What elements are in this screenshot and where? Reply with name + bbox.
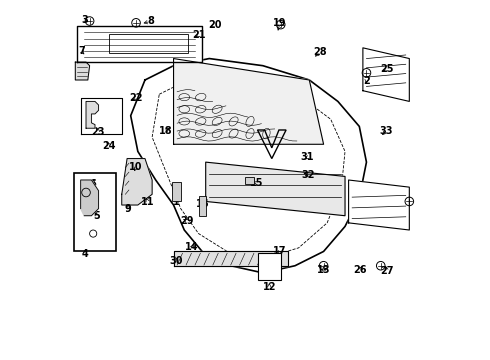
Polygon shape xyxy=(86,102,98,128)
Polygon shape xyxy=(131,59,367,273)
Text: 19: 19 xyxy=(273,18,287,28)
Text: 27: 27 xyxy=(380,266,393,276)
Polygon shape xyxy=(206,162,345,216)
Bar xyxy=(109,33,188,53)
Text: 32: 32 xyxy=(302,170,316,180)
Text: 23: 23 xyxy=(91,127,104,137)
Text: 14: 14 xyxy=(185,242,199,252)
Text: 11: 11 xyxy=(141,197,154,207)
Text: 31: 31 xyxy=(301,153,314,162)
Text: 7: 7 xyxy=(78,46,85,56)
Text: 12: 12 xyxy=(263,282,276,292)
Text: 10: 10 xyxy=(129,162,143,172)
Text: 18: 18 xyxy=(159,126,172,136)
Text: 3: 3 xyxy=(82,15,88,25)
Bar xyxy=(245,177,254,184)
Text: 21: 21 xyxy=(193,30,206,40)
Text: 15: 15 xyxy=(250,178,263,188)
Polygon shape xyxy=(348,180,409,230)
Polygon shape xyxy=(363,48,409,102)
Polygon shape xyxy=(173,59,323,144)
Text: 17: 17 xyxy=(273,247,287,256)
Polygon shape xyxy=(75,62,90,80)
Text: 9: 9 xyxy=(124,203,131,213)
Text: 1: 1 xyxy=(173,197,180,207)
Text: 4: 4 xyxy=(82,249,88,258)
Text: 24: 24 xyxy=(102,141,116,151)
Polygon shape xyxy=(173,251,288,266)
Bar xyxy=(74,173,117,251)
Bar xyxy=(258,253,281,280)
Text: 28: 28 xyxy=(313,47,327,57)
Polygon shape xyxy=(122,158,152,205)
Text: 8: 8 xyxy=(147,17,154,26)
Text: 16: 16 xyxy=(196,199,210,209)
Text: 2: 2 xyxy=(363,76,370,86)
Text: 22: 22 xyxy=(129,93,143,103)
Polygon shape xyxy=(81,98,122,134)
Text: 20: 20 xyxy=(208,20,221,30)
Text: 13: 13 xyxy=(317,265,330,275)
Polygon shape xyxy=(77,26,202,62)
Polygon shape xyxy=(81,180,98,216)
Text: 30: 30 xyxy=(170,256,183,266)
Bar xyxy=(198,196,206,216)
Text: 33: 33 xyxy=(380,126,393,136)
Text: 5: 5 xyxy=(94,211,100,221)
Text: 25: 25 xyxy=(380,64,394,74)
Text: 26: 26 xyxy=(353,265,367,275)
Text: 6: 6 xyxy=(90,179,97,189)
Text: 29: 29 xyxy=(180,216,194,226)
Bar xyxy=(172,182,181,202)
